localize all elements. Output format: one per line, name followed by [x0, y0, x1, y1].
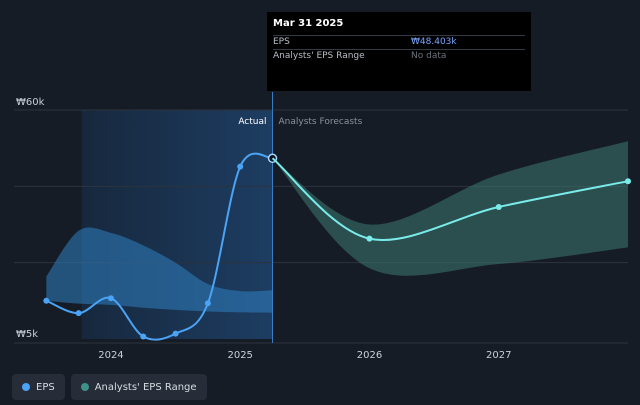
- legend-range-label: Analysts' EPS Range: [94, 381, 197, 393]
- x-tick-2027: 2027: [486, 350, 511, 361]
- forecast-label: Analysts Forecasts: [279, 117, 363, 127]
- tooltip-range-label: Analysts' EPS Range: [273, 51, 365, 61]
- eps-range-band-forecast: [272, 141, 628, 276]
- eps-point-3: [140, 333, 147, 340]
- y-axis-top-label: ₩60k: [16, 97, 45, 108]
- eps-forecast-point-2: [495, 204, 502, 211]
- x-tick-2026: 2026: [357, 350, 382, 361]
- x-tick-2025: 2025: [227, 350, 252, 361]
- eps-point-2: [107, 295, 114, 302]
- legend-item-eps[interactable]: EPS: [12, 374, 65, 400]
- eps-forecast-line: [271, 157, 629, 241]
- eps-forecast-point-3: [625, 178, 631, 185]
- legend-range-swatch: [80, 383, 89, 391]
- eps-range-band-past: [46, 227, 273, 313]
- legend-item-eps-range[interactable]: Analysts' EPS Range: [70, 374, 207, 400]
- chart-legend: EPS Analysts' EPS Range: [12, 374, 207, 400]
- eps-point-6: [237, 163, 244, 170]
- actual-label: Actual: [238, 117, 266, 127]
- tooltip-eps-value: ₩48.403k: [411, 37, 457, 47]
- eps-actual-line: [45, 152, 273, 341]
- eps-point-4: [172, 330, 179, 337]
- legend-eps-swatch: [22, 383, 30, 391]
- x-tick-2024: 2024: [98, 350, 123, 361]
- tooltip-row-eps: EPS ₩48.403k: [273, 35, 525, 49]
- tooltip-row-range: Analysts' EPS Range No data: [273, 49, 525, 63]
- y-axis-bottom-label: ₩5k: [16, 329, 38, 340]
- tooltip-eps-label: EPS: [273, 37, 290, 47]
- eps-point-5: [204, 300, 211, 307]
- eps-point-1: [75, 310, 82, 317]
- eps-forecast-point-1: [366, 235, 373, 242]
- eps-point-0: [43, 297, 50, 304]
- chart-tooltip: Mar 31 2025 EPS ₩48.403k Analysts' EPS R…: [267, 12, 531, 91]
- tooltip-range-value: No data: [411, 51, 447, 61]
- legend-eps-label: EPS: [36, 381, 55, 393]
- tooltip-date: Mar 31 2025: [273, 18, 344, 29]
